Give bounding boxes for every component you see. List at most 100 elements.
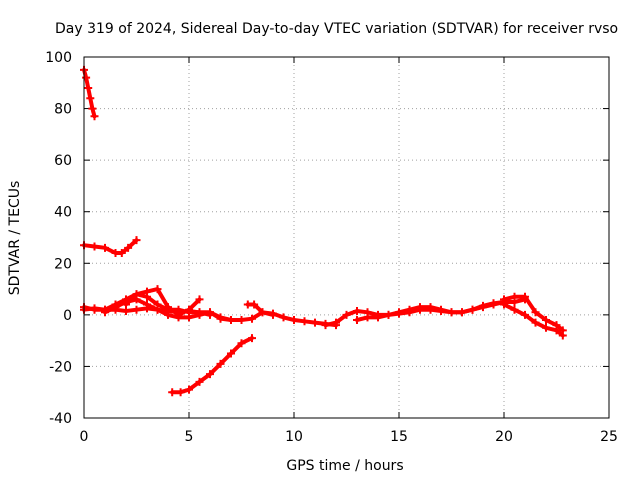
data-point — [168, 388, 177, 397]
x-tick-label: 10 — [285, 429, 303, 445]
x-tick-label: 0 — [80, 429, 89, 445]
data-point — [153, 285, 162, 294]
data-point — [122, 297, 130, 306]
x-tick-label: 25 — [600, 429, 618, 445]
data-point — [300, 317, 309, 326]
data-point — [227, 316, 235, 325]
y-tick-label: 60 — [54, 153, 72, 169]
data-point — [405, 308, 414, 317]
x-tick-label: 5 — [185, 429, 194, 445]
data-point — [248, 334, 256, 343]
series-arc-9 — [323, 300, 506, 328]
data-point — [176, 388, 185, 397]
chart-title: Day 319 of 2024, Sidereal Day-to-day VTE… — [55, 21, 618, 37]
data-point — [101, 243, 109, 252]
data-point — [521, 310, 529, 319]
data-point — [332, 318, 340, 327]
data-point — [458, 308, 466, 317]
x-tick-label: 20 — [495, 429, 513, 445]
data-point — [206, 370, 214, 379]
data-point — [143, 287, 151, 296]
data-point — [164, 310, 172, 319]
data-point — [552, 326, 561, 335]
data-point — [269, 310, 277, 319]
y-tick-label: -20 — [49, 359, 72, 375]
data-point — [500, 300, 508, 309]
data-point — [82, 73, 91, 82]
plot-frame — [83, 56, 610, 419]
data-point — [342, 310, 351, 319]
data-point — [510, 305, 519, 314]
data-point — [279, 313, 288, 322]
data-point — [164, 303, 172, 312]
data-point — [174, 313, 183, 322]
y-tick-label: 80 — [54, 102, 72, 118]
data-point — [90, 242, 99, 251]
data-point — [353, 306, 361, 315]
data-point — [185, 385, 193, 394]
data-point — [248, 314, 256, 323]
data-point — [510, 292, 519, 301]
data-point — [479, 303, 487, 312]
data-point — [132, 295, 141, 304]
series-arc-3 — [170, 336, 254, 395]
data-point — [88, 104, 97, 113]
data-point — [206, 308, 214, 317]
data-point — [489, 300, 498, 309]
data-point — [558, 331, 567, 340]
data-point — [468, 305, 477, 314]
data-point — [153, 305, 162, 314]
data-point — [185, 313, 193, 322]
data-point — [258, 308, 267, 317]
data-point — [237, 316, 246, 325]
data-point — [84, 83, 93, 92]
y-tick-label: 100 — [45, 50, 72, 66]
data-point — [227, 349, 235, 358]
data-point — [195, 295, 204, 304]
data-point — [542, 323, 550, 332]
x-tick-label: 15 — [390, 429, 408, 445]
data-point — [90, 305, 99, 314]
x-axis-title: GPS time / hours — [286, 458, 403, 474]
data-point — [124, 243, 133, 252]
y-tick-label: 0 — [63, 308, 72, 324]
series-layer — [80, 65, 567, 397]
data-point — [111, 303, 120, 312]
data-point — [237, 339, 246, 348]
data-point — [542, 316, 550, 325]
data-point — [117, 248, 126, 257]
data-point — [250, 300, 259, 309]
data-point — [416, 305, 424, 314]
data-point — [195, 377, 204, 386]
data-point — [531, 308, 540, 317]
data-point — [216, 359, 225, 368]
grid-layer — [84, 57, 609, 418]
data-point — [384, 310, 393, 319]
data-point — [90, 112, 99, 121]
y-tick-label: -40 — [49, 411, 72, 427]
data-point — [132, 236, 141, 245]
data-point — [86, 94, 95, 103]
data-point — [531, 318, 540, 327]
data-point — [395, 309, 403, 318]
tick-layer: 0 5 10 15 20 25 -40 -20 0 20 40 60 80 100 — [45, 50, 618, 445]
data-point — [132, 305, 141, 314]
y-tick-label: 40 — [54, 205, 72, 221]
data-point — [101, 308, 109, 317]
data-point — [290, 316, 298, 325]
data-point — [143, 300, 151, 309]
y-tick-label: 20 — [54, 256, 72, 272]
data-point — [437, 306, 445, 315]
data-point — [321, 321, 330, 330]
data-point — [521, 292, 529, 301]
data-point — [426, 305, 435, 314]
data-point — [447, 308, 456, 317]
data-point — [363, 313, 372, 322]
data-point — [311, 318, 319, 327]
y-axis-title: SDTVAR / TECUs — [7, 181, 23, 296]
data-point — [374, 313, 382, 322]
data-point — [195, 310, 204, 319]
data-point — [216, 313, 225, 322]
data-point — [185, 305, 193, 314]
